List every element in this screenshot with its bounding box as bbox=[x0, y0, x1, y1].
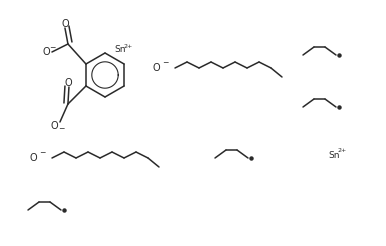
Text: −: − bbox=[49, 44, 55, 52]
Text: Sn: Sn bbox=[114, 46, 125, 55]
Text: O: O bbox=[152, 63, 160, 73]
Text: O: O bbox=[50, 121, 58, 131]
Text: 2+: 2+ bbox=[124, 44, 133, 48]
Text: O: O bbox=[29, 153, 37, 163]
Text: −: − bbox=[39, 149, 46, 157]
Text: O: O bbox=[42, 47, 50, 57]
Text: O: O bbox=[64, 78, 72, 88]
Text: O: O bbox=[61, 19, 69, 29]
Text: −: − bbox=[162, 59, 168, 67]
Text: Sn: Sn bbox=[328, 151, 340, 159]
Text: 2+: 2+ bbox=[338, 149, 347, 154]
Text: −: − bbox=[58, 124, 64, 134]
